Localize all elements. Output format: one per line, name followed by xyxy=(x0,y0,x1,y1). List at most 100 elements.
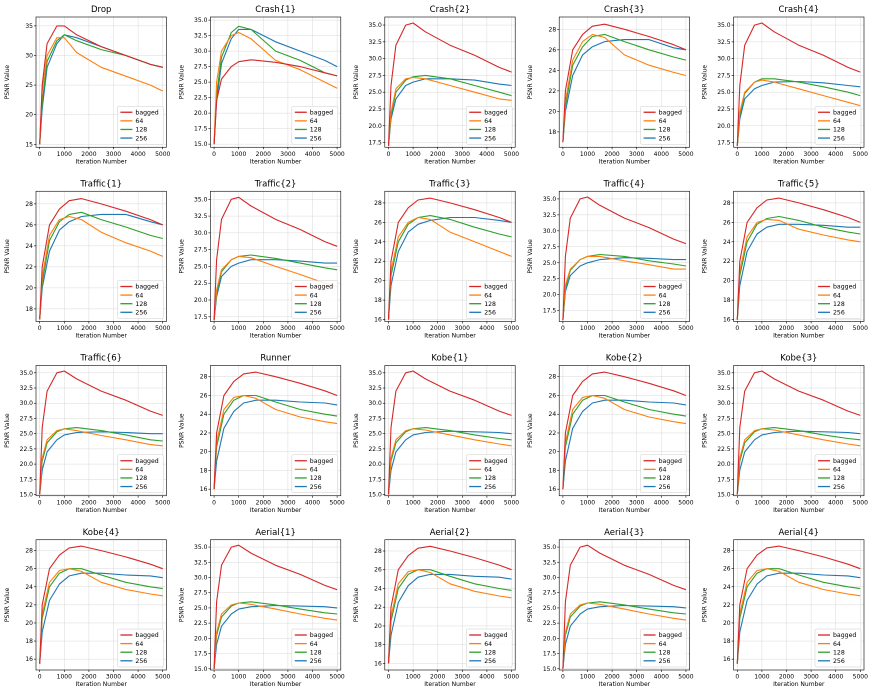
subplot-title: Kobe{1} xyxy=(431,354,468,364)
y-axis-label: PSNR Value xyxy=(527,413,534,448)
legend-box xyxy=(117,454,164,493)
legend-label: 256 xyxy=(135,658,147,665)
y-tick-label: 24 xyxy=(723,584,731,591)
subplot: 15 20 25 30 35 0 1000 2000 3000 4000 5000 Drop Itera… xyxy=(4,5,171,165)
series-line-bagged xyxy=(736,370,861,495)
x-tick-label: 2000 xyxy=(779,325,794,332)
legend-box xyxy=(291,106,339,145)
x-axis-label: Iteration Number xyxy=(250,507,302,514)
x-tick-label: 0 xyxy=(561,674,565,681)
y-tick-label: 17.5 xyxy=(717,476,731,483)
series-line-64 xyxy=(387,216,512,320)
legend-label: 256 xyxy=(310,484,322,491)
legend-label: 64 xyxy=(310,292,318,299)
y-tick-label: 22.5 xyxy=(368,106,382,113)
y-tick-label: 35.0 xyxy=(194,17,208,24)
y-tick-label: 20 xyxy=(549,108,557,115)
x-tick-label: 1000 xyxy=(754,499,769,506)
legend-label: bagged xyxy=(135,109,158,116)
legend-label: bagged xyxy=(833,109,856,116)
y-tick-label: 16 xyxy=(549,486,557,493)
plot-frame xyxy=(210,190,342,322)
x-tick-label: 5000 xyxy=(155,325,170,332)
legend-box xyxy=(640,454,687,493)
x-tick-label: 2000 xyxy=(256,151,271,158)
y-tick-label: 16 xyxy=(374,317,382,324)
x-tick-label: 2000 xyxy=(779,674,794,681)
y-tick-label: 17.5 xyxy=(194,651,208,658)
legend-box xyxy=(640,628,687,668)
legend-box xyxy=(814,454,862,493)
legend-label: bagged xyxy=(659,632,682,639)
legend-label: bagged xyxy=(659,458,682,465)
y-tick-label: 24 xyxy=(374,585,382,592)
x-tick-label: 3000 xyxy=(629,674,644,681)
x-tick-label: 5000 xyxy=(678,674,693,681)
legend-label: 256 xyxy=(484,658,496,665)
x-tick-label: 2000 xyxy=(779,151,794,158)
x-tick-label: 4000 xyxy=(130,674,145,681)
y-tick-label: 16 xyxy=(25,656,33,663)
x-tick-label: 1000 xyxy=(405,151,420,158)
y-tick-label: 22 xyxy=(200,430,208,437)
series-line-256 xyxy=(39,431,163,495)
x-tick-label: 4000 xyxy=(305,499,320,506)
x-tick-label: 1000 xyxy=(580,674,595,681)
series-line-64 xyxy=(39,215,163,320)
x-tick-label: 4000 xyxy=(828,325,843,332)
y-tick-label: 25.0 xyxy=(368,431,382,438)
legend-box xyxy=(814,280,862,319)
series-line-256 xyxy=(39,213,163,320)
subplot-title: Runner xyxy=(260,354,291,364)
y-tick-label: 20.0 xyxy=(194,297,208,304)
x-tick-label: 2000 xyxy=(81,151,96,158)
subplot: 16 18 20 22 24 26 28 0 1000 2000 3000 4000 5000 Aeria… xyxy=(353,528,520,688)
legend-label: 256 xyxy=(833,484,845,491)
y-tick-label: 16 xyxy=(200,486,208,493)
x-tick-label: 2000 xyxy=(430,499,445,506)
legend-label: 128 xyxy=(310,475,322,482)
y-axis-label: PSNR Value xyxy=(178,587,185,622)
x-axis-label: Iteration Number xyxy=(773,333,825,340)
x-tick-label: 3000 xyxy=(803,674,818,681)
series-line-64 xyxy=(736,428,861,495)
x-axis-label: Iteration Number xyxy=(773,158,825,165)
series-line-256 xyxy=(736,430,861,495)
series-line-bagged xyxy=(213,59,338,145)
y-tick-label: 25.0 xyxy=(543,605,557,612)
legend-label: 256 xyxy=(310,658,322,665)
x-axis-label: Iteration Number xyxy=(75,158,127,165)
y-tick-label: 30.0 xyxy=(368,400,382,407)
plot-frame xyxy=(558,539,690,671)
y-tick-label: 22.5 xyxy=(20,446,34,453)
y-tick-label: 32.5 xyxy=(717,39,731,46)
x-tick-label: 4000 xyxy=(130,499,145,506)
series-line-64 xyxy=(562,394,686,490)
legend-box xyxy=(117,280,164,319)
legend-label: 256 xyxy=(310,135,322,142)
y-tick-label: 35.0 xyxy=(543,196,557,203)
plot-frame xyxy=(558,16,690,148)
x-tick-label: 1000 xyxy=(231,151,246,158)
y-axis-label: PSNR Value xyxy=(353,587,360,622)
legend-label: bagged xyxy=(310,109,333,116)
y-tick-label: 24 xyxy=(549,67,557,74)
y-tick-label: 20.0 xyxy=(368,461,382,468)
y-axis-label: PSNR Value xyxy=(353,413,360,448)
legend-label: 256 xyxy=(484,135,496,142)
y-tick-label: 32.5 xyxy=(543,559,557,566)
legend-box xyxy=(465,280,513,319)
x-tick-label: 5000 xyxy=(853,151,868,158)
y-tick-label: 18 xyxy=(200,467,208,474)
legend-box xyxy=(117,628,164,668)
x-tick-label: 2000 xyxy=(604,151,619,158)
legend-label: 64 xyxy=(310,118,318,125)
legend-label: bagged xyxy=(484,632,507,639)
y-tick-label: 18 xyxy=(374,297,382,304)
y-tick-label: 30.0 xyxy=(717,400,731,407)
x-tick-label: 0 xyxy=(38,151,42,158)
x-tick-label: 4000 xyxy=(305,151,320,158)
